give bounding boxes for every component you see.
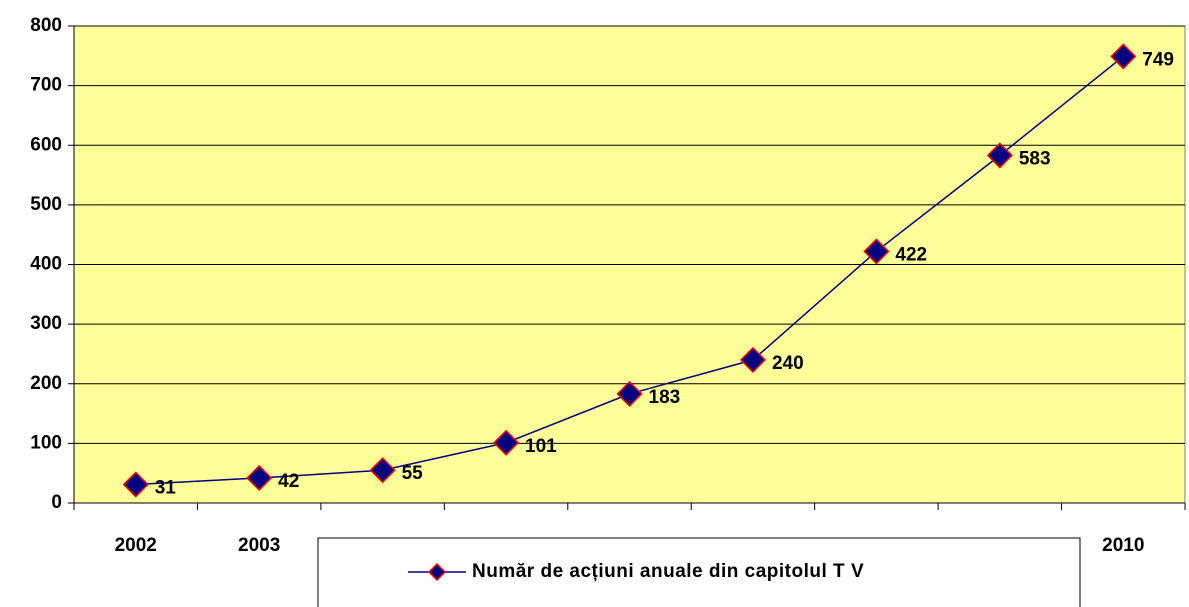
data-label: 42 [278,471,299,492]
marker [863,238,890,265]
data-label: 55 [402,463,424,484]
y-tick-label: 700 [30,75,62,96]
x-tick-label: 2002 [115,535,157,556]
y-tick-label: 200 [30,373,62,394]
data-label: 101 [525,436,557,457]
marker [369,457,396,484]
data-label: 31 [155,478,177,499]
y-tick-label: 600 [30,134,62,155]
y-tick-label: 100 [30,432,62,453]
marker [122,471,149,498]
data-label: 183 [649,387,681,408]
y-tick-label: 300 [30,313,62,334]
marker [739,346,767,373]
x-tick-label: 2003 [238,535,280,556]
marker [492,429,520,456]
legend-label: Număr de acțiuni anuale din capitolul T … [472,561,864,582]
y-tick-label: 800 [30,15,62,36]
y-tick-label: 0 [51,492,62,513]
data-label: 749 [1142,49,1174,70]
y-tick-label: 400 [30,254,62,275]
data-label: 422 [895,244,927,265]
legend-marker [427,562,447,582]
x-tick-label: 2010 [1102,535,1144,556]
marker [616,380,643,407]
data-label: 240 [772,353,804,374]
data-label: 583 [1019,148,1051,169]
y-tick-label: 500 [30,194,62,215]
marker [1110,43,1137,70]
marker [246,464,273,492]
marker [986,142,1013,169]
